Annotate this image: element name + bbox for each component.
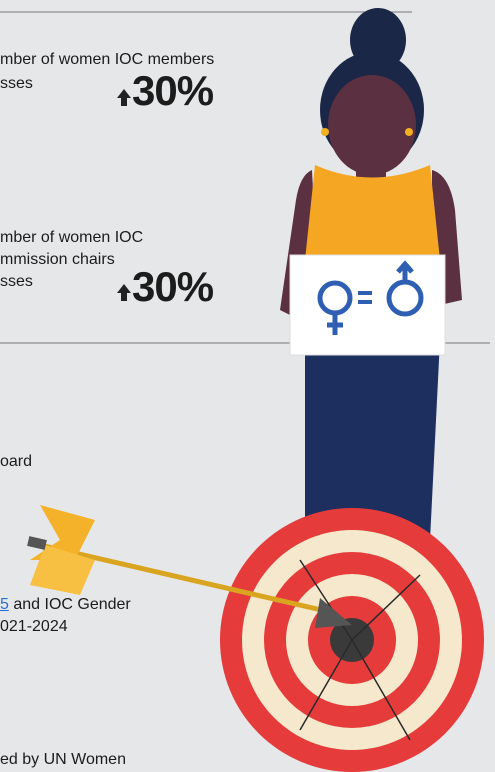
illustration bbox=[0, 0, 495, 772]
stat-line: sses bbox=[0, 76, 33, 92]
source-line: 021-2024 bbox=[0, 619, 68, 635]
stat-line: sses bbox=[0, 274, 33, 290]
footer-text: ed by UN Women bbox=[0, 752, 126, 768]
stat-line: mber of women IOC bbox=[0, 230, 143, 246]
source-link[interactable]: 5 bbox=[0, 596, 9, 613]
source-line: 5 and IOC Gender bbox=[0, 597, 131, 613]
stat-value: 30% bbox=[132, 70, 213, 112]
body-text: oard bbox=[0, 454, 32, 470]
stat-line: mber of women IOC members bbox=[0, 52, 214, 68]
infographic: mber of women IOC members sses 30% mber … bbox=[0, 0, 495, 772]
source-text: and IOC Gender bbox=[9, 596, 131, 613]
stat-value: 30% bbox=[132, 266, 213, 308]
stat-line: mmission chairs bbox=[0, 252, 115, 268]
